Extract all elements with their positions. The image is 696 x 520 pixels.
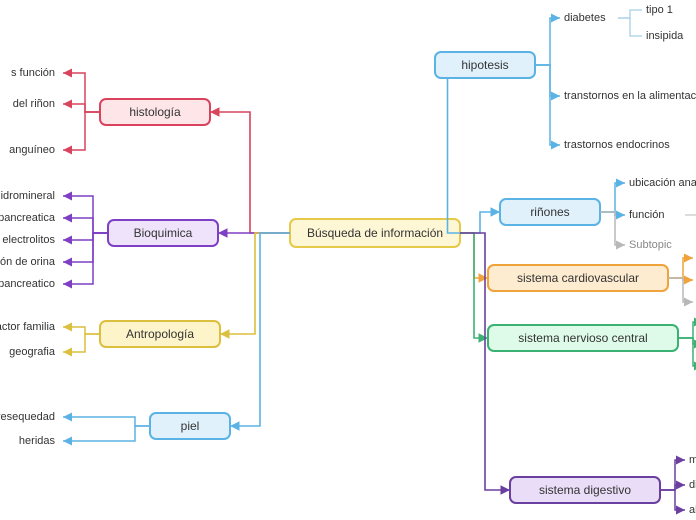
leaf-label: función (629, 209, 664, 221)
node-hipotesis: hipotesis (435, 52, 535, 78)
center-node-label: Búsqueda de información (307, 226, 443, 240)
node-antropologia-label: Antropología (126, 327, 194, 341)
leaf-label: del riñon (13, 98, 55, 110)
leaf-label: tipo 1 (646, 4, 673, 16)
node-histologia: histología (100, 99, 210, 125)
leaf-label: muco (689, 454, 696, 466)
node-hipotesis-label: hipotesis (461, 58, 508, 72)
node-nervioso-label: sistema nervioso central (518, 331, 647, 345)
leaf-label: al y pancreatica (0, 212, 56, 224)
leaf-label: insipida (646, 30, 684, 42)
node-bioquimica: Bioquimica (108, 220, 218, 246)
leaf-label: s función (11, 67, 55, 79)
leaf-label: o y pancreatico (0, 278, 55, 290)
center-node: Búsqueda de información (290, 219, 460, 247)
leaf-label: ubicación anatomi (629, 177, 696, 189)
mindmap-canvas: Búsqueda de información histología s funci… (0, 0, 696, 520)
node-bioquimica-label: Bioquimica (134, 226, 193, 240)
node-digestivo: sistema digestivo (510, 477, 660, 503)
node-cardio: sistema cardiovascular (488, 265, 668, 291)
leaf-label: Subtopic (629, 239, 672, 251)
leaf-label: resequedad (0, 411, 55, 423)
leaf-label: trastornos endocrinos (564, 139, 670, 151)
node-rinones: riñones (500, 199, 600, 225)
node-antropologia: Antropología (100, 321, 220, 347)
node-piel-label: piel (181, 419, 200, 433)
leaf-label: abso (689, 504, 696, 516)
leaf-label: e hidromineral (0, 190, 55, 202)
leaf-label: a y electrolitos (0, 234, 55, 246)
node-piel: piel (150, 413, 230, 439)
leaf-label: diabetes (564, 12, 606, 24)
node-cardio-label: sistema cardiovascular (517, 271, 639, 285)
node-nervioso: sistema nervioso central (488, 325, 678, 351)
leaf-label: heridas (19, 435, 56, 447)
leaf-label: transtornos en la alimentación (564, 90, 696, 102)
node-histologia-label: histología (129, 105, 181, 119)
leaf-label: diges (689, 479, 696, 491)
leaf-label: nación de orina (0, 256, 56, 268)
node-rinones-label: riñones (530, 205, 569, 219)
node-digestivo-label: sistema digestivo (539, 483, 631, 497)
leaf-label: anguíneo (9, 144, 55, 156)
leaf-label: geografia (9, 346, 56, 358)
leaf-label: actor familia (0, 321, 56, 333)
